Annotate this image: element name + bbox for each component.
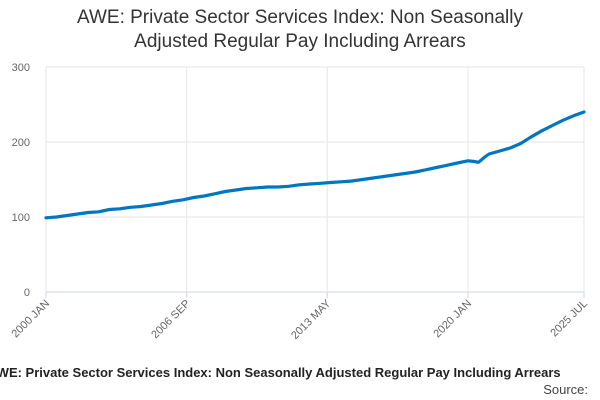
x-tick-label-2: 2013 MAY (289, 297, 334, 342)
y-tick-label-100: 100 (12, 212, 30, 224)
x-tick-label-1: 2006 SEP (149, 298, 193, 342)
chart-title-line-1: AWE: Private Sector Services Index: Non … (77, 7, 523, 28)
footer-source: Source: (543, 382, 588, 397)
x-tick-label-3: 2020 JAN (431, 298, 474, 341)
x-tick-label-4: 2025 JUL (548, 298, 590, 340)
y-tick-label-300: 300 (12, 62, 30, 74)
x-tick-label-0: 2000 JAN (9, 298, 52, 341)
y-tick-label-0: 0 (24, 287, 30, 299)
series-line-0 (44, 110, 586, 220)
footer-series-name: AWE: Private Sector Services Index: Non … (0, 365, 561, 380)
chart-title: AWE: Private Sector Services Index: Non … (0, 6, 600, 54)
y-tick-label-200: 200 (12, 137, 30, 149)
chart-title-line-2: Adjusted Regular Pay Including Arrears (134, 31, 466, 52)
